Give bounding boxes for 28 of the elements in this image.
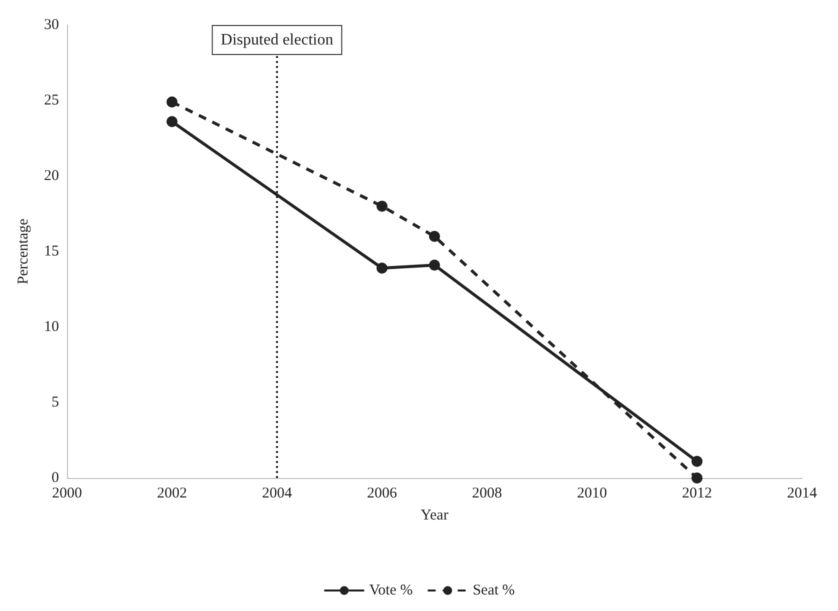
point	[692, 456, 702, 467]
y-axis-title: Percentage	[16, 218, 32, 284]
x-tick-label: 2012	[682, 486, 712, 502]
point	[376, 200, 388, 212]
y-tick-label: 25	[44, 92, 59, 108]
x-tick-label: 2010	[577, 486, 607, 502]
x-tick-label: 2004	[262, 486, 292, 502]
x-axis-title: Year	[420, 508, 448, 524]
x-tick-label: 2000	[52, 486, 82, 502]
y-tick-label: 20	[44, 168, 59, 184]
point	[166, 96, 178, 108]
x-tick-label: 2014	[787, 486, 818, 502]
point	[166, 116, 178, 128]
x-tick-label: 2002	[157, 486, 187, 502]
y-tick-label: 0	[52, 470, 59, 486]
point	[429, 230, 440, 242]
ref-line-label: Disputed election	[220, 32, 334, 48]
point	[692, 472, 702, 484]
y-tick-label: 15	[44, 244, 59, 260]
point	[376, 262, 388, 274]
y-tick-label: 5	[52, 394, 59, 410]
point	[429, 260, 440, 271]
legend-label: Vote %	[369, 582, 413, 598]
x-tick-label: 2008	[472, 486, 502, 502]
legend-label: Seat %	[472, 582, 515, 598]
y-tick-label: 10	[44, 319, 59, 335]
x-tick-label: 2006	[367, 486, 398, 502]
y-tick-label: 30	[44, 17, 59, 33]
